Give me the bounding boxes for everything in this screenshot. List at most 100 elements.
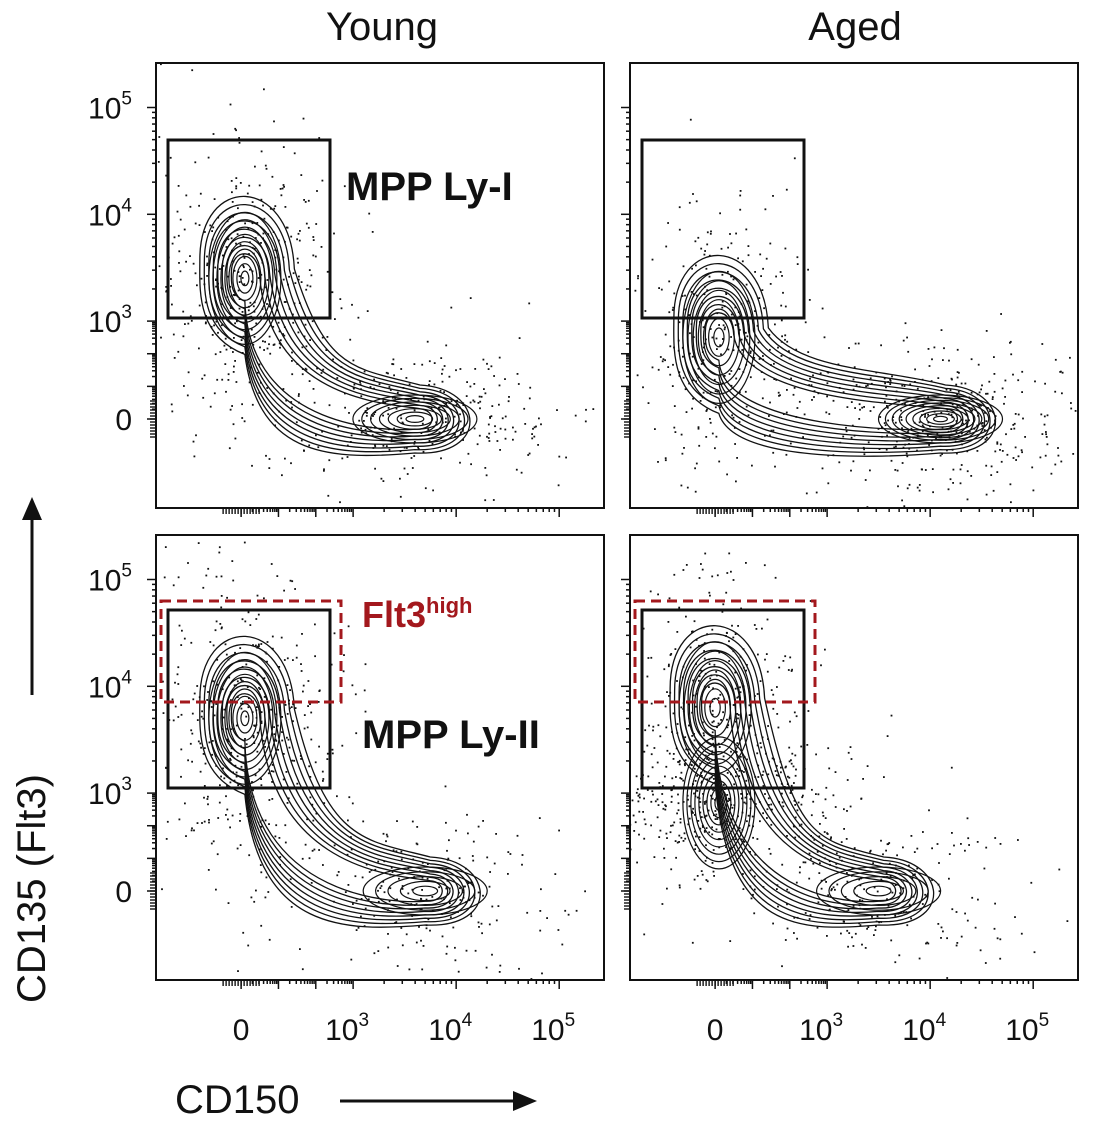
- event-dot: [283, 659, 286, 661]
- event-dot: [217, 331, 219, 334]
- event-dot: [680, 836, 683, 839]
- event-dot: [363, 370, 366, 373]
- event-dot: [752, 836, 754, 839]
- axis-ticks: [147, 106, 560, 517]
- event-dot: [235, 242, 237, 245]
- event-dot: [747, 814, 750, 817]
- event-dot: [374, 411, 377, 413]
- event-dot: [399, 477, 401, 480]
- event-dot: [928, 809, 930, 812]
- event-dot: [889, 380, 892, 382]
- event-dot: [300, 439, 303, 442]
- event-dot: [286, 713, 289, 715]
- event-dot: [574, 414, 577, 417]
- contour-line: [236, 263, 254, 294]
- event-dot: [935, 414, 938, 417]
- event-dot: [179, 218, 182, 221]
- event-dot: [947, 488, 950, 491]
- event-dot: [676, 812, 678, 815]
- event-dot: [682, 376, 685, 379]
- event-dot: [794, 754, 797, 757]
- event-dot: [226, 738, 229, 741]
- event-dot: [189, 255, 191, 257]
- event-dot: [918, 489, 921, 492]
- event-dot: [290, 706, 293, 708]
- event-dot: [749, 352, 752, 354]
- event-dot: [517, 383, 520, 385]
- event-dot: [739, 208, 742, 211]
- event-dot: [850, 469, 852, 472]
- event-dot: [225, 246, 228, 248]
- event-dot: [865, 385, 867, 388]
- event-dot: [794, 774, 797, 777]
- event-dot: [533, 426, 536, 429]
- event-dot: [247, 227, 250, 230]
- event-dot: [291, 406, 293, 409]
- event-dot: [793, 932, 795, 934]
- event-dot: [212, 680, 215, 683]
- event-dot: [362, 983, 364, 985]
- event-dot: [526, 911, 529, 914]
- event-dot: [271, 781, 273, 783]
- event-dot: [894, 961, 897, 964]
- event-dot: [883, 422, 886, 424]
- event-dot: [271, 175, 274, 178]
- event-dot: [606, 625, 608, 627]
- event-dot: [1046, 443, 1049, 446]
- event-dot: [650, 824, 652, 827]
- event-dot: [788, 776, 791, 779]
- event-dot: [706, 880, 709, 883]
- event-dot: [745, 802, 748, 805]
- event-dot: [260, 722, 263, 724]
- event-dot: [318, 689, 321, 692]
- event-dot: [999, 843, 1002, 845]
- event-dot: [326, 336, 329, 338]
- event-dot: [585, 408, 587, 411]
- event-dot: [217, 817, 220, 819]
- event-dot: [745, 405, 748, 408]
- event-dot: [796, 937, 798, 940]
- event-dot: [719, 838, 721, 840]
- event-dot: [291, 580, 294, 583]
- event-dot: [796, 809, 799, 812]
- event-dot: [280, 636, 283, 639]
- event-dot: [165, 286, 168, 288]
- event-dot: [993, 927, 996, 930]
- event-dot: [772, 707, 775, 710]
- event-dot: [866, 384, 869, 387]
- event-dot: [822, 815, 825, 817]
- event-dot: [749, 350, 752, 353]
- event-dot: [898, 954, 901, 957]
- event-dot: [373, 952, 376, 955]
- event-dot: [255, 322, 258, 325]
- event-dot: [745, 669, 747, 672]
- event-dot: [383, 891, 386, 894]
- event-dot: [918, 484, 921, 486]
- event-dot: [393, 374, 395, 377]
- event-dot: [958, 396, 961, 398]
- event-dot: [717, 722, 720, 725]
- event-dot: [1077, 878, 1078, 881]
- event-dot: [617, 844, 619, 846]
- event-dot: [643, 933, 646, 936]
- event-dot: [286, 736, 288, 739]
- event-dot: [638, 833, 640, 836]
- event-dot: [831, 888, 833, 890]
- event-dot: [331, 748, 334, 751]
- event-dot: [711, 709, 714, 712]
- event-dot: [735, 751, 738, 753]
- event-dot: [685, 564, 688, 566]
- event-dot: [871, 916, 873, 918]
- event-dot: [739, 686, 741, 689]
- event-dot: [852, 945, 855, 947]
- event-dot: [949, 478, 952, 481]
- event-dot: [284, 457, 286, 460]
- contour-line: [699, 678, 732, 737]
- event-dot: [701, 568, 704, 571]
- event-dot: [256, 731, 259, 734]
- event-dot: [762, 355, 764, 357]
- event-dot: [725, 631, 728, 634]
- event-dot: [486, 435, 488, 438]
- event-dot: [1097, 414, 1099, 416]
- event-dot: [840, 841, 843, 843]
